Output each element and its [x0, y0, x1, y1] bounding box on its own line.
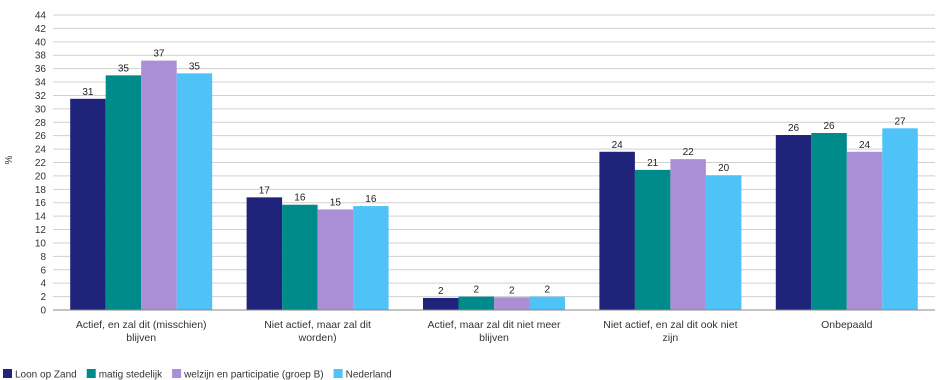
y-tick-label: 10 — [35, 238, 47, 249]
y-tick-label: 34 — [35, 78, 47, 89]
y-tick-label: 38 — [35, 51, 47, 62]
bar-value-label: 24 — [612, 140, 624, 151]
bars — [70, 60, 918, 310]
bar — [353, 206, 389, 310]
y-tick-label: 14 — [35, 212, 47, 223]
bar-value-label: 26 — [823, 121, 835, 132]
bar — [423, 297, 459, 310]
bar-value-label: 20 — [718, 163, 730, 174]
bar — [811, 133, 847, 310]
bar-value-label: 17 — [259, 185, 271, 196]
bar — [705, 175, 742, 310]
y-tick-label: 24 — [35, 145, 47, 156]
bar — [846, 151, 883, 310]
y-tick-label: 12 — [35, 225, 47, 236]
legend-label: matig stedelijk — [99, 370, 163, 380]
y-tick-label: 0 — [40, 306, 46, 317]
y-axis-label: % — [4, 155, 15, 164]
bar — [634, 169, 671, 310]
y-tick-label: 22 — [35, 158, 47, 169]
bar — [599, 151, 635, 310]
y-tick-label: 2 — [40, 292, 46, 303]
y-tick-label: 8 — [40, 252, 46, 263]
bar-value-label: 21 — [647, 158, 659, 169]
y-tick-label: 28 — [35, 118, 47, 129]
bar — [282, 204, 318, 310]
bar-value-label: 15 — [330, 197, 342, 208]
legend-swatch — [3, 369, 12, 378]
bar-value-label: 24 — [859, 140, 871, 151]
y-tick-label: 18 — [35, 185, 47, 196]
bar — [458, 296, 494, 310]
legend-swatch — [172, 369, 182, 378]
bar-value-label: 16 — [365, 194, 377, 205]
y-tick-label: 36 — [35, 64, 47, 75]
bar-value-label: 27 — [894, 116, 906, 127]
y-tick-label: 42 — [35, 24, 47, 35]
category-label: blijven — [126, 332, 156, 344]
bar — [105, 75, 142, 310]
bar-value-label: 35 — [189, 61, 201, 72]
category-label: Actief, en zal dit (misschien) — [76, 319, 207, 331]
y-tick-label: 44 — [35, 11, 47, 22]
legend-label: welzijn en participatie (groep B) — [183, 370, 324, 380]
y-tick-label: 32 — [35, 91, 47, 102]
category-label: Niet actief, en zal dit ook niet — [603, 319, 737, 331]
bar — [246, 197, 283, 310]
category-label: blijven — [479, 332, 509, 344]
bar — [141, 60, 177, 310]
category-label: worden) — [298, 332, 337, 344]
bar-value-label: 2 — [544, 285, 550, 296]
legend-label: Nederland — [346, 370, 392, 380]
y-tick-label: 30 — [35, 104, 47, 115]
category-label: Onbepaald — [821, 319, 873, 331]
bar — [670, 159, 706, 310]
bar-value-label: 2 — [438, 286, 444, 297]
x-axis-categories: Actief, en zal dit (misschien)blijvenNie… — [76, 319, 873, 344]
legend: Loon op Zand matig stedelijk welzijn en pa… — [3, 369, 392, 380]
category-label: Niet actief, maar zal dit — [264, 319, 371, 331]
category-label: zijn — [663, 332, 679, 344]
legend-label: Loon op Zand — [15, 370, 77, 380]
category-label: Actief, maar zal dit niet meer — [427, 319, 561, 331]
y-tick-label: 26 — [35, 131, 47, 142]
y-tick-label: 6 — [40, 265, 46, 276]
y-tick-label: 40 — [35, 37, 47, 48]
bar — [70, 98, 106, 310]
bar — [176, 73, 213, 310]
bar-value-label: 37 — [153, 49, 165, 60]
bar — [882, 128, 918, 310]
bar-value-label: 26 — [788, 123, 800, 134]
y-tick-label: 16 — [35, 198, 47, 209]
bar — [494, 297, 530, 310]
bar-value-label: 2 — [473, 285, 479, 296]
bar-value-label: 16 — [294, 193, 306, 204]
y-axis-ticks: 0246810121416182022242628303234363840424… — [35, 11, 47, 317]
legend-swatch — [333, 369, 343, 378]
bar — [317, 209, 354, 310]
y-tick-label: 20 — [35, 171, 47, 182]
bar-value-label: 22 — [683, 147, 695, 158]
bar-value-label: 2 — [509, 285, 515, 296]
y-tick-label: 4 — [40, 279, 46, 290]
bar — [529, 296, 565, 310]
legend-swatch — [86, 369, 96, 378]
bar — [775, 135, 812, 310]
bar-value-label: 35 — [118, 63, 130, 74]
bar-value-label: 31 — [82, 87, 94, 98]
